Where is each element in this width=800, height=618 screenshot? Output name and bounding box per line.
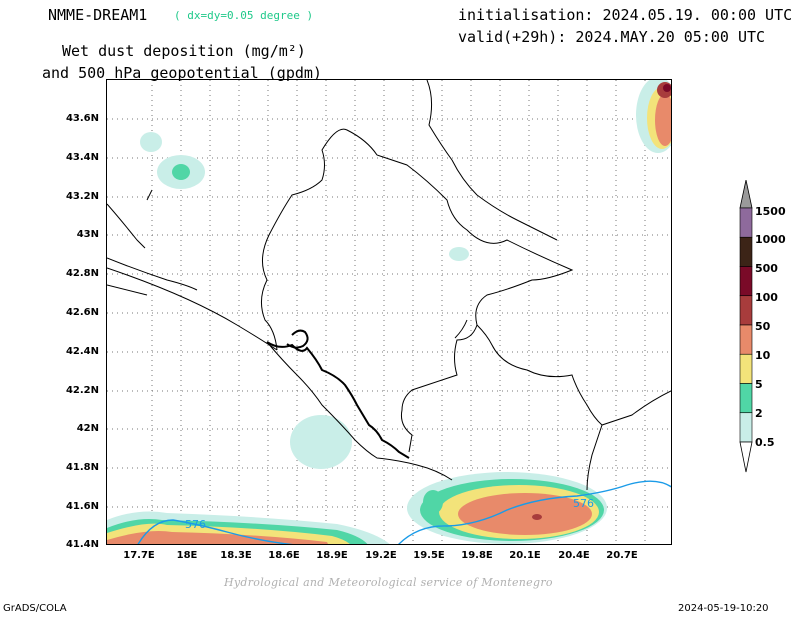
lat-label: 41.4N: [65, 539, 99, 550]
contour-label-east: 576: [573, 497, 594, 510]
credit-text: Hydrological and Meteorological service …: [224, 576, 553, 589]
colorbar-arrow-top: [739, 180, 753, 209]
lon-label: 19.2E: [365, 550, 397, 561]
lon-label: 17.7E: [123, 550, 155, 561]
map-canvas: 576 576: [107, 80, 671, 544]
lat-label: 43N: [76, 229, 99, 240]
lon-label: 20.7E: [606, 550, 638, 561]
colorbar-label: 2: [755, 407, 763, 420]
country-borders: [107, 80, 671, 491]
lat-label: 43.6N: [65, 113, 99, 124]
lat-label: 41.6N: [65, 501, 99, 512]
lat-label: 41.8N: [65, 462, 99, 473]
colorbar-label: 500: [755, 262, 778, 275]
colorbar-swatch: [739, 236, 753, 267]
colorbar-label: 100: [755, 291, 778, 304]
software-label: GrADS/COLA: [3, 603, 67, 614]
colorbar-swatch: [739, 353, 753, 384]
geopotential-contour: [137, 480, 671, 544]
colorbar-swatch: [739, 266, 753, 297]
generation-timestamp: 2024-05-19-10:20: [678, 603, 769, 614]
lon-label: 20.1E: [509, 550, 541, 561]
deposition-field: [107, 80, 671, 544]
gridlines: [107, 80, 671, 544]
map-panel: 576 576: [106, 79, 672, 545]
colorbar-swatch: [739, 412, 753, 443]
lon-label: 19.5E: [413, 550, 445, 561]
map-title-line2: and 500 hPa geopotential (gpdm): [42, 64, 322, 82]
initialisation-time: initialisation: 2024.05.19. 00:00 UTC: [458, 6, 793, 24]
resolution-label: ( dx=dy=0.05 degree ): [174, 9, 314, 22]
colorbar-segments: [739, 207, 753, 443]
lat-label: 42.4N: [65, 346, 99, 357]
lat-label: 42.8N: [65, 268, 99, 279]
colorbar-label: 10: [755, 349, 771, 362]
lat-label: 43.4N: [65, 152, 99, 163]
lat-label: 42N: [76, 423, 99, 434]
lon-label: 20.4E: [558, 550, 590, 561]
colorbar-swatch: [739, 295, 753, 326]
lat-label: 42.2N: [65, 385, 99, 396]
colorbar-label: 1500: [755, 205, 786, 218]
lon-label: 18.6E: [268, 550, 300, 561]
colorbar-swatch: [739, 207, 753, 238]
colorbar-label: 50: [755, 320, 771, 333]
colorbar-label: 0.5: [755, 436, 775, 449]
colorbar-swatch: [739, 324, 753, 355]
colorbar-label: 5: [755, 378, 763, 391]
lat-label: 42.6N: [65, 307, 99, 318]
colorbar-label: 1000: [755, 233, 786, 246]
lon-label: 18.9E: [316, 550, 348, 561]
map-title-line1: Wet dust deposition (mg/m²): [62, 42, 306, 60]
coastline-detail: [266, 329, 410, 459]
colorbar: [739, 180, 753, 473]
model-name: NMME-DREAM1: [48, 6, 148, 24]
colorbar-arrow-bottom: [739, 441, 753, 473]
lon-label: 18.3E: [220, 550, 252, 561]
contour-label-west: 576: [185, 518, 206, 531]
lon-label: 19.8E: [461, 550, 493, 561]
lat-label: 43.2N: [65, 191, 99, 202]
colorbar-swatch: [739, 383, 753, 414]
lon-label: 18E: [176, 550, 198, 561]
valid-time: valid(+29h): 2024.MAY.20 05:00 UTC: [458, 28, 766, 46]
